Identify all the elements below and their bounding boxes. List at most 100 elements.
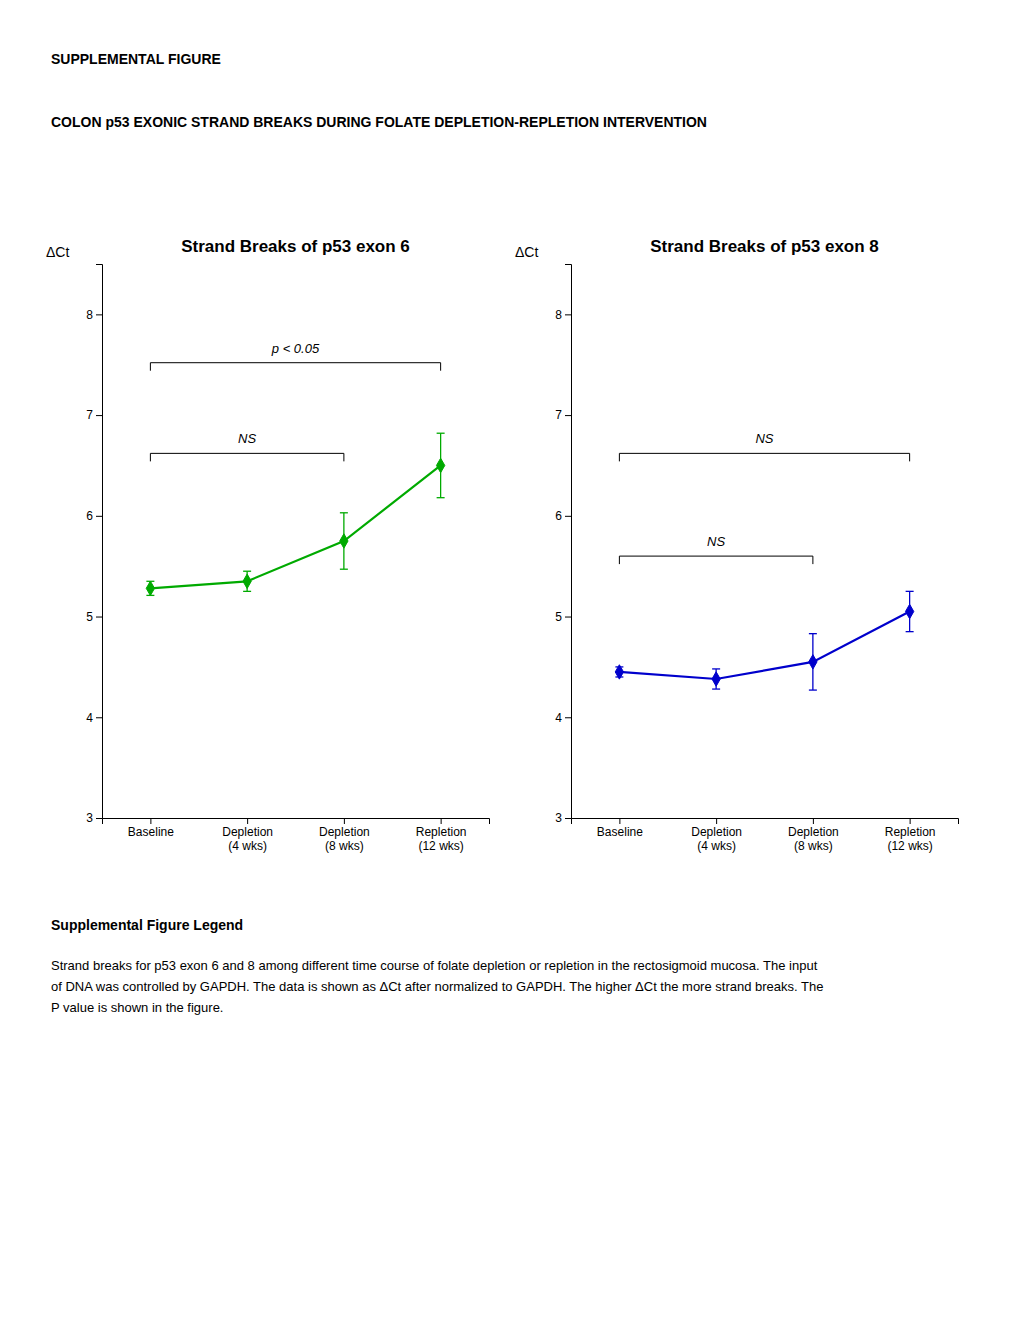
tick-label: Depletion(4 wks) [691, 825, 742, 853]
bracket [619, 556, 813, 564]
tick-mark [96, 617, 102, 618]
data-point [809, 655, 817, 669]
plot-area [146, 433, 445, 595]
tick: 5 [555, 610, 571, 624]
data-point [615, 665, 623, 679]
tick: 5 [86, 610, 102, 624]
tick-label: Baseline [128, 825, 174, 839]
bracket-end [619, 453, 620, 461]
error-bar-cap [340, 569, 348, 570]
chart-title: Strand Breaks of p53 exon 6 [181, 237, 410, 256]
tick: 3 [555, 811, 571, 825]
error-bar [809, 634, 817, 690]
error-bar-cap [437, 497, 445, 498]
bracket [150, 363, 440, 371]
bracket-label: p < 0.05 [271, 341, 320, 356]
annotations: NSNS [619, 431, 909, 564]
tick: 6 [86, 509, 102, 523]
tick-label: 4 [86, 711, 93, 725]
chart-title: Strand Breaks of p53 exon 8 [650, 237, 879, 256]
tick: Baseline [128, 818, 174, 839]
tick: 6 [555, 509, 571, 523]
error-bar-cap [809, 633, 817, 634]
bracket [150, 453, 344, 461]
tick-mark [96, 314, 102, 315]
plot-area [615, 591, 914, 690]
tick-label: Baseline [597, 825, 643, 839]
error-bar [340, 513, 348, 569]
tick: 8 [555, 308, 571, 322]
tick-label: Repletion(12 wks) [416, 825, 467, 853]
tick-label: 4 [555, 711, 562, 725]
data-line [619, 612, 909, 679]
panel: 3 4 5 6 7 8 Baseline Depletion(4 wks) Depletion(… [515, 237, 959, 853]
tick-label: 7 [86, 408, 93, 422]
tick-label: Depletion(4 wks) [222, 825, 273, 853]
bracket-end [150, 363, 151, 371]
tick-label: 5 [86, 610, 93, 624]
y-axis: 3 4 5 6 7 8 [555, 265, 571, 826]
bracket-line [150, 453, 344, 454]
figure: SUPPLEMENTAL FIGURECOLON p53 EXONIC STRA… [0, 0, 1019, 1320]
tick: Depletion(8 wks) [319, 818, 370, 853]
tick-mark [565, 617, 571, 618]
bracket-end [150, 453, 151, 461]
data-point [905, 604, 913, 618]
error-bar-cap [712, 688, 720, 689]
x-axis: Baseline Depletion(4 wks) Depletion(8 wks)… [572, 818, 959, 853]
error-bar [906, 591, 914, 631]
tick-mark [344, 818, 345, 824]
tick: 3 [86, 811, 102, 825]
tick: Depletion(4 wks) [222, 818, 273, 853]
error-bar [146, 581, 154, 595]
annotations: NS p < 0.05 [150, 341, 440, 462]
bracket-line [619, 453, 909, 454]
header-title: SUPPLEMENTAL FIGURE [51, 51, 221, 67]
axis-line [565, 265, 572, 819]
tick: 8 [86, 308, 102, 322]
x-axis: Baseline Depletion(4 wks) Depletion(8 wks)… [103, 818, 490, 853]
tick: Repletion(12 wks) [885, 818, 936, 853]
tick-mark [619, 818, 620, 824]
bracket-end [440, 363, 441, 371]
tick-mark [716, 818, 717, 824]
tick: 4 [555, 711, 571, 725]
tick-label: 5 [555, 610, 562, 624]
tick: 7 [86, 408, 102, 422]
error-bar-cap [243, 591, 251, 592]
bracket-end [909, 453, 910, 461]
error-bar-cap [906, 631, 914, 632]
tick-mark [150, 818, 151, 824]
tick: Depletion(4 wks) [691, 818, 742, 853]
axis-line [572, 819, 959, 825]
error-bar [437, 433, 445, 497]
error-bar [712, 669, 720, 689]
axis-line [96, 265, 103, 819]
caption: Strand breaks for p53 exon 6 and 8 among… [51, 958, 823, 1015]
bracket [619, 453, 909, 461]
tick-mark [813, 818, 814, 824]
tick: Repletion(12 wks) [416, 818, 467, 853]
tick: Depletion(8 wks) [788, 818, 839, 853]
tick-mark [96, 415, 102, 416]
data-point [340, 534, 348, 548]
tick: 7 [555, 408, 571, 422]
panel: 3 4 5 6 7 8 Baseline Depletion(4 wks) Depletion(… [46, 237, 490, 853]
tick-label: 8 [86, 308, 93, 322]
tick-mark [96, 717, 102, 718]
tick-label: 3 [86, 811, 93, 825]
tick-label: 3 [555, 811, 562, 825]
data-line [150, 465, 440, 588]
bracket-end [619, 556, 620, 564]
data-point [146, 581, 154, 595]
y-axis-label: ΔCt [515, 244, 538, 260]
tick-mark [565, 314, 571, 315]
tick-label: 8 [555, 308, 562, 322]
tick-label: 6 [555, 509, 562, 523]
tick-label: Depletion(8 wks) [319, 825, 370, 853]
data-point [712, 672, 720, 686]
bracket-line [150, 362, 440, 363]
error-bar-cap [809, 689, 817, 690]
bracket-label: NS [238, 431, 256, 446]
error-bar-cap [906, 591, 914, 592]
